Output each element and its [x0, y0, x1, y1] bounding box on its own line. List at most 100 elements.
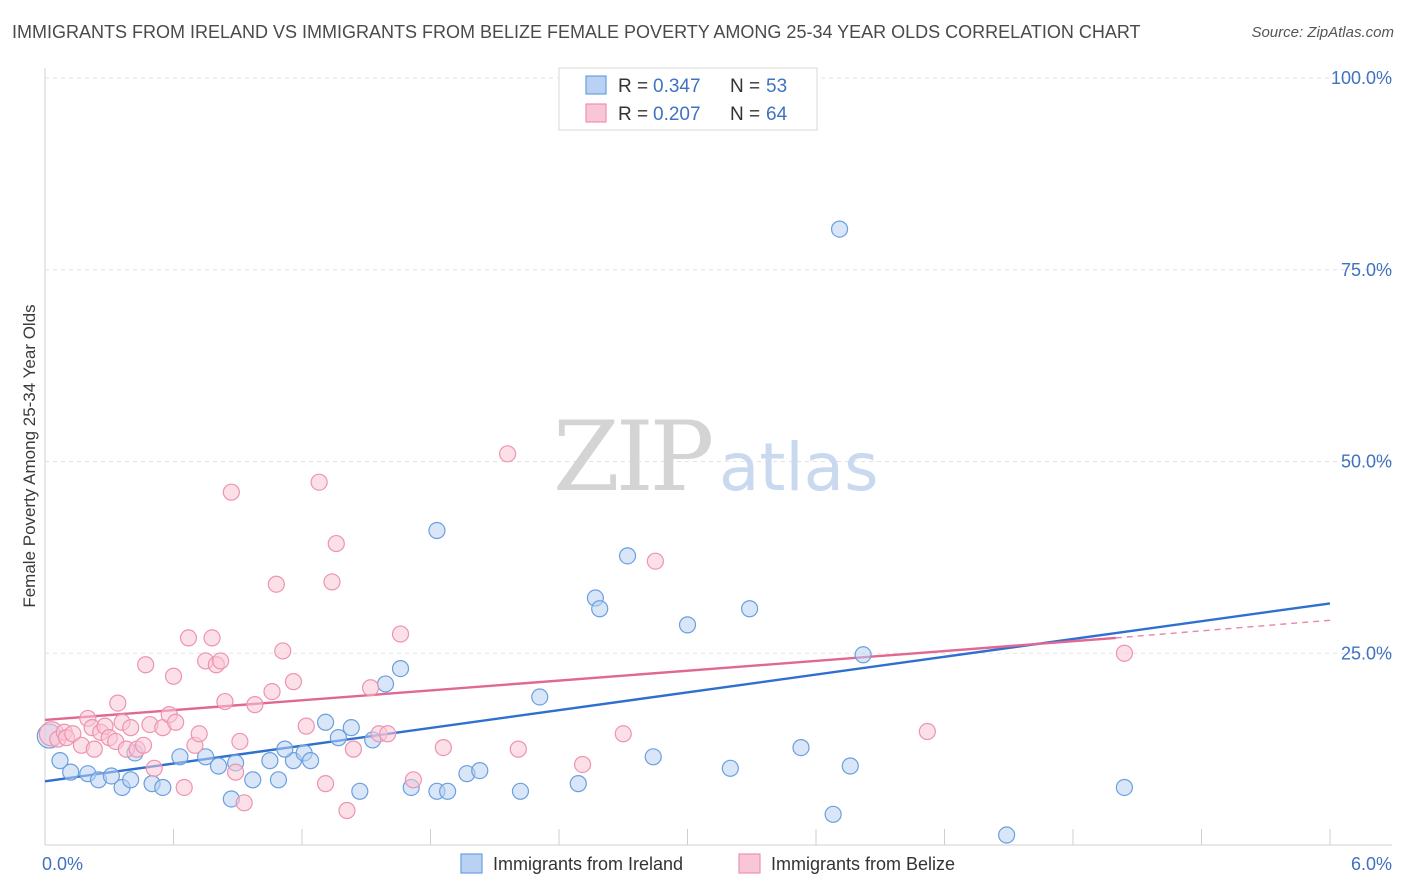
chart-title: IMMIGRANTS FROM IRELAND VS IMMIGRANTS FR…	[12, 22, 1141, 42]
point-1-37	[231, 732, 249, 751]
y-tick-label-1: 50.0%	[1341, 452, 1392, 472]
point-1-58	[509, 740, 527, 758]
legend-r-value-belize: 0.207	[653, 104, 701, 125]
watermark-zip: ZIP	[553, 401, 712, 513]
point-0-25	[376, 675, 395, 693]
point-1-24	[164, 667, 183, 685]
point-0-39	[721, 759, 739, 777]
point-1-42	[274, 642, 292, 660]
bottom-legend-label-ireland: Immigrants from Ireland	[493, 854, 683, 874]
trend-line-dashed-1	[1115, 619, 1331, 639]
point-1-18	[134, 736, 153, 754]
point-1-53	[379, 725, 397, 743]
point-1-26	[175, 778, 193, 797]
point-1-21	[145, 759, 163, 777]
point-1-25	[167, 713, 185, 731]
point-1-8	[85, 740, 103, 758]
bottom-legend-swatch-belize	[738, 853, 761, 874]
point-0-42	[824, 805, 842, 823]
point-1-27	[179, 629, 198, 647]
grid-lines	[45, 77, 1392, 654]
point-1-16	[122, 719, 140, 737]
point-1-61	[646, 552, 664, 570]
point-0-30	[439, 782, 457, 800]
point-1-34	[216, 692, 234, 711]
y-tick-label-0: 25.0%	[1341, 643, 1392, 663]
point-0-22	[342, 719, 360, 737]
point-1-43	[284, 673, 303, 691]
point-1-51	[361, 679, 380, 697]
point-1-62	[918, 722, 936, 741]
point-1-19	[137, 656, 155, 674]
point-0-51	[276, 740, 294, 758]
bottom-legend-swatch-ireland	[460, 853, 483, 874]
point-1-48	[327, 534, 345, 553]
watermark-atlas: atlas	[719, 429, 879, 506]
point-0-35	[591, 600, 609, 618]
point-0-1	[51, 752, 69, 770]
legend-swatch-belize	[585, 103, 607, 123]
point-1-29	[190, 725, 208, 743]
point-1-46	[316, 775, 335, 793]
y-tick-label-2: 75.0%	[1341, 260, 1392, 280]
point-1-35	[222, 483, 240, 501]
point-0-19	[301, 752, 320, 770]
axes	[44, 68, 1392, 846]
y-axis-label: Female Poverty Among 25-34 Year Olds	[20, 304, 39, 607]
point-1-39	[246, 696, 264, 714]
point-1-40	[263, 682, 281, 701]
point-0-20	[316, 713, 335, 731]
trend-line-0	[44, 602, 1331, 783]
watermark: ZIP atlas	[553, 401, 879, 513]
series-0-points	[36, 220, 1134, 844]
point-1-13	[109, 694, 127, 712]
point-0-52	[511, 782, 530, 800]
point-0-49	[62, 763, 80, 781]
point-0-6	[122, 771, 140, 789]
point-1-47	[323, 573, 341, 591]
legend-swatch-ireland	[585, 75, 607, 95]
legend-n-label-belize: N =	[730, 104, 760, 125]
point-0-40	[741, 600, 759, 618]
point-0-41	[792, 738, 810, 757]
point-1-45	[310, 473, 328, 491]
legend-n-value-belize: 64	[766, 104, 788, 125]
source-label: Source: ZipAtlas.com	[1251, 24, 1394, 41]
point-1-55	[404, 771, 422, 789]
point-0-33	[531, 688, 549, 706]
point-0-23	[351, 782, 369, 800]
bottom-legend: Immigrants from Ireland Immigrants from …	[460, 853, 955, 874]
point-0-21	[329, 729, 348, 747]
point-1-63	[1115, 644, 1134, 662]
point-0-15	[261, 752, 279, 770]
point-0-32	[471, 762, 489, 780]
legend-r-label-belize: R =	[618, 104, 648, 125]
point-1-54	[391, 625, 410, 643]
point-1-33	[212, 652, 230, 670]
point-1-59	[573, 755, 592, 774]
point-0-29	[428, 521, 446, 540]
point-0-45	[854, 646, 872, 664]
y-tick-label-3: 100.0%	[1331, 68, 1392, 88]
point-1-36	[227, 763, 245, 781]
point-0-26	[391, 659, 410, 678]
bottom-legend-label-belize: Immigrants from Belize	[771, 854, 955, 874]
x-tick-label-max: 6.0%	[1351, 854, 1392, 874]
point-1-31	[203, 629, 221, 647]
series-1-points	[38, 445, 1134, 820]
x-tick-label-min: 0.0%	[42, 854, 83, 874]
point-0-4	[102, 767, 120, 785]
data-points	[36, 220, 1134, 844]
legend-n-label-ireland: N =	[730, 76, 760, 97]
point-1-4	[64, 725, 82, 743]
point-0-14	[244, 771, 262, 789]
y-tick-labels: 25.0% 50.0% 75.0% 100.0%	[1331, 68, 1392, 663]
point-0-11	[209, 757, 228, 775]
point-1-60	[614, 725, 632, 743]
legend-r-value-ireland: 0.347	[653, 76, 701, 97]
point-0-9	[171, 748, 189, 766]
legend-r-label-ireland: R =	[618, 76, 648, 97]
point-1-49	[338, 801, 356, 820]
point-0-43	[830, 220, 849, 238]
